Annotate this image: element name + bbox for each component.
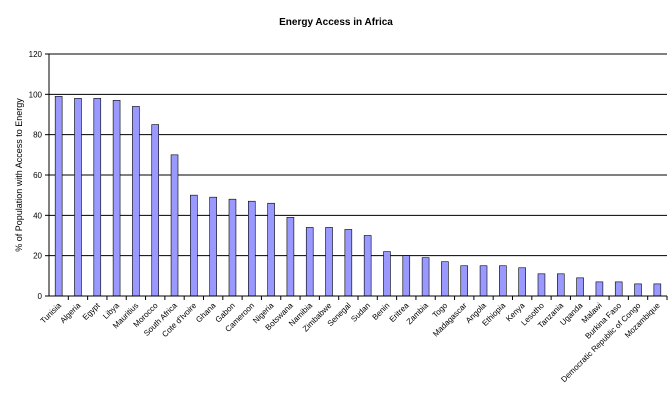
bar bbox=[209, 196, 217, 297]
bar bbox=[653, 283, 662, 297]
gridlines bbox=[49, 53, 667, 257]
bar bbox=[132, 106, 140, 297]
bar bbox=[479, 265, 488, 297]
x-category-label: Algeria bbox=[58, 301, 82, 325]
bar bbox=[190, 194, 198, 297]
bar bbox=[305, 227, 314, 297]
chart-title: Energy Access in Africa bbox=[279, 17, 393, 28]
bar bbox=[402, 255, 411, 297]
y-tick-label: 20 bbox=[33, 252, 42, 261]
bar bbox=[441, 261, 449, 297]
bar bbox=[634, 283, 642, 297]
bar bbox=[344, 229, 353, 297]
bar bbox=[267, 202, 275, 297]
x-category-label: Tunisia bbox=[39, 301, 64, 326]
y-tick-label: 40 bbox=[33, 211, 42, 220]
bar bbox=[383, 251, 391, 297]
bar bbox=[93, 98, 102, 297]
bar bbox=[576, 277, 584, 297]
bars bbox=[54, 96, 662, 297]
bar bbox=[557, 273, 565, 297]
bar bbox=[614, 281, 623, 297]
bar bbox=[460, 265, 468, 297]
bar bbox=[499, 265, 507, 297]
y-tick-label: 120 bbox=[29, 50, 43, 59]
y-tick-label: 100 bbox=[29, 90, 43, 99]
x-category-label: Ghana bbox=[194, 301, 218, 325]
bar bbox=[363, 235, 372, 297]
bar bbox=[112, 100, 121, 297]
bar bbox=[518, 267, 526, 297]
bar bbox=[286, 217, 295, 297]
bar bbox=[595, 281, 604, 297]
y-axis-ticks: 0 20 40 60 80 100 120 bbox=[29, 50, 49, 301]
bar bbox=[170, 154, 179, 297]
x-category-label: Egypt bbox=[81, 301, 102, 322]
bar bbox=[228, 198, 237, 297]
bar bbox=[325, 227, 333, 297]
x-category-label: Zambia bbox=[405, 301, 431, 327]
bar bbox=[54, 96, 63, 297]
bar bbox=[537, 273, 546, 297]
y-tick-label: 60 bbox=[33, 171, 42, 180]
bar bbox=[421, 257, 430, 297]
bar bbox=[151, 124, 159, 297]
x-category-label: Sudan bbox=[349, 301, 372, 324]
y-tick-label: 80 bbox=[33, 131, 42, 140]
y-axis-title: % of Population with Access to Energy bbox=[14, 98, 24, 252]
bar bbox=[74, 98, 82, 297]
y-tick-label: 0 bbox=[38, 292, 43, 301]
bar bbox=[248, 200, 256, 297]
